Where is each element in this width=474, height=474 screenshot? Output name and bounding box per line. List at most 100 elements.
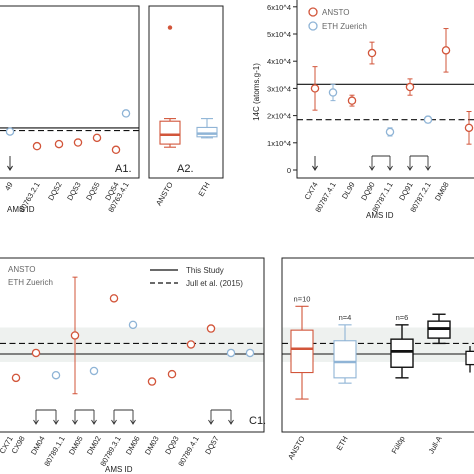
c1-bracket-1-arrow-1 <box>91 419 97 425</box>
a1-bracket-arrow-1 <box>7 165 13 171</box>
c2-n-label-2: n=6 <box>396 313 409 322</box>
a1-point-0-2 <box>73 138 83 147</box>
c2-tick-label-2: Fülöp <box>390 435 407 456</box>
c1-point-extra-0 <box>89 366 99 376</box>
c1-point-1-0 <box>51 370 61 380</box>
legend-c: ANSTO ETH Zuerich This Study Jull et al.… <box>8 265 243 288</box>
a1-tick-label-3: DQ53 <box>65 181 83 202</box>
c2-tick-label-3: Jull-A <box>427 435 444 456</box>
b-y-axis-label: 14C (atoms.g-1) <box>252 63 261 121</box>
legend-c-eth-label: ETH Zuerich <box>8 278 53 287</box>
legend-c-jull-label: Jull et al. (2015) <box>186 279 243 288</box>
b-point-0-3 <box>405 82 415 92</box>
b-ytick-label-0: 0 <box>287 166 291 175</box>
a1-point-0-0 <box>32 141 42 151</box>
panel-c2: n=10 ANSTO n=4 ETH n=6 Fülöp Jull-A <box>281 257 474 461</box>
b-ytick-label-4: 4x10^4 <box>267 57 291 66</box>
panel-a2: ANSTO ETH <box>148 5 224 207</box>
c1-frame <box>0 257 265 433</box>
c1-bracket-3-arrow-1 <box>228 419 234 425</box>
c1-point-0-1 <box>31 348 41 358</box>
panel-label-c1: C1. <box>249 415 266 427</box>
c1-bracket-0-arrow-0 <box>33 419 39 425</box>
b-ytick-label-6: 6x10^4 <box>267 3 291 12</box>
b-tick-label-5: DQ91 <box>397 181 415 202</box>
c1-tick-label-7: DM06 <box>124 435 142 457</box>
a1-tick-label-0: 49 <box>3 181 15 193</box>
x-axis-label-top: AMS ID <box>7 205 35 214</box>
a1-point-1-1 <box>121 109 131 118</box>
b-point-0-2 <box>367 48 377 58</box>
a1-point-0-1 <box>54 139 64 149</box>
b-ytick-label-5: 5x10^4 <box>267 30 291 39</box>
a2-frame <box>148 5 224 179</box>
c1-tick-label-4: DM05 <box>67 435 85 457</box>
b-bracket-1-arrow-1 <box>387 165 393 171</box>
c1-tick-label-11: DQ57 <box>203 435 221 456</box>
c1-bracket-3-arrow-0 <box>208 419 214 425</box>
b-point-1-0 <box>328 88 338 97</box>
c1-point-0-4 <box>147 377 157 386</box>
legend-c-ansto-label: ANSTO <box>8 265 35 274</box>
c1-point-extra-2 <box>245 348 255 358</box>
c1-point-0-2 <box>70 331 80 340</box>
c2-box-2-box <box>390 338 414 368</box>
a1-point-0-3 <box>92 133 102 143</box>
c1-bracket-0-arrow-1 <box>53 419 59 425</box>
b-tick-label-2: DL99 <box>340 181 357 201</box>
legend-b-eth-marker <box>308 21 318 31</box>
c1-point-1-1 <box>128 320 138 330</box>
a2-outlier-0 <box>167 25 173 30</box>
c1-bracket-2-arrow-0 <box>111 419 117 425</box>
b-bracket-0-arrow-1 <box>312 165 318 171</box>
legend-b-eth-label: ETH Zuerich <box>322 22 367 31</box>
legend-c-this-study-label: This Study <box>186 266 224 275</box>
c1-point-0-0 <box>11 373 21 383</box>
c1-bracket-1-arrow-0 <box>72 419 78 425</box>
c1-tick-label-8: DM03 <box>143 435 161 457</box>
b-bracket-2-arrow-0 <box>407 165 413 171</box>
c2-frame <box>281 257 474 433</box>
a1-tick-label-4: DQ55 <box>84 181 102 202</box>
panel-label-a1: A1. <box>115 163 132 175</box>
legend-b: ANSTO ETH Zuerich <box>308 7 367 31</box>
a2-tick-label-0: ANSTO <box>154 180 175 207</box>
legend-b-ansto-marker <box>308 7 318 17</box>
a2-box-0-box <box>159 120 181 145</box>
b-tick-label-7: DM08 <box>433 181 451 203</box>
c1-tick-label-2: DM04 <box>29 435 47 457</box>
a1-frame <box>0 5 140 179</box>
c1-point-0-5 <box>186 340 196 349</box>
legend-b-ansto-label: ANSTO <box>322 8 349 17</box>
b-bracket-1-arrow-0 <box>369 165 375 171</box>
a1-tick-label-2: DQ52 <box>46 181 64 202</box>
b-bracket-2-arrow-1 <box>425 165 431 171</box>
panel-label-a2: A2. <box>177 163 194 175</box>
b-tick-label-3: DQ90 <box>359 181 377 202</box>
c2-n-label-1: n=4 <box>339 313 352 322</box>
b-ytick-label-2: 2x10^4 <box>267 112 291 121</box>
a1-point-0-4 <box>111 145 121 155</box>
x-axis-label-c1: AMS ID <box>105 465 133 474</box>
a2-box-1-box <box>196 126 218 138</box>
x-axis-label-b: AMS ID <box>366 211 394 220</box>
c1-point-extra-1 <box>167 369 177 379</box>
b-point-0-1 <box>347 96 357 105</box>
b-tick-label-0: CX74 <box>303 181 320 202</box>
b-point-0-4 <box>441 46 451 55</box>
c1-point-0-6 <box>206 324 216 333</box>
b-point-1-2 <box>423 115 433 124</box>
b-point-0-0 <box>310 84 320 93</box>
c1-tick-label-9: DQ93 <box>163 435 181 456</box>
c1-uncertainty-band <box>0 327 264 362</box>
c2-tick-label-0: ANSTO <box>286 434 307 461</box>
c1-point-1-2 <box>226 348 236 358</box>
c1-point-0-3 <box>109 294 119 303</box>
c2-box-1-box <box>333 340 357 379</box>
panel-b: 14C (atoms.g-1) 0 1x10^4 2x10^4 3x10^4 4x10^4… <box>252 0 474 214</box>
c1-tick-label-5: DM02 <box>85 435 103 457</box>
b-point-1-1 <box>385 127 395 137</box>
c2-n-label-0: n=10 <box>294 294 311 303</box>
